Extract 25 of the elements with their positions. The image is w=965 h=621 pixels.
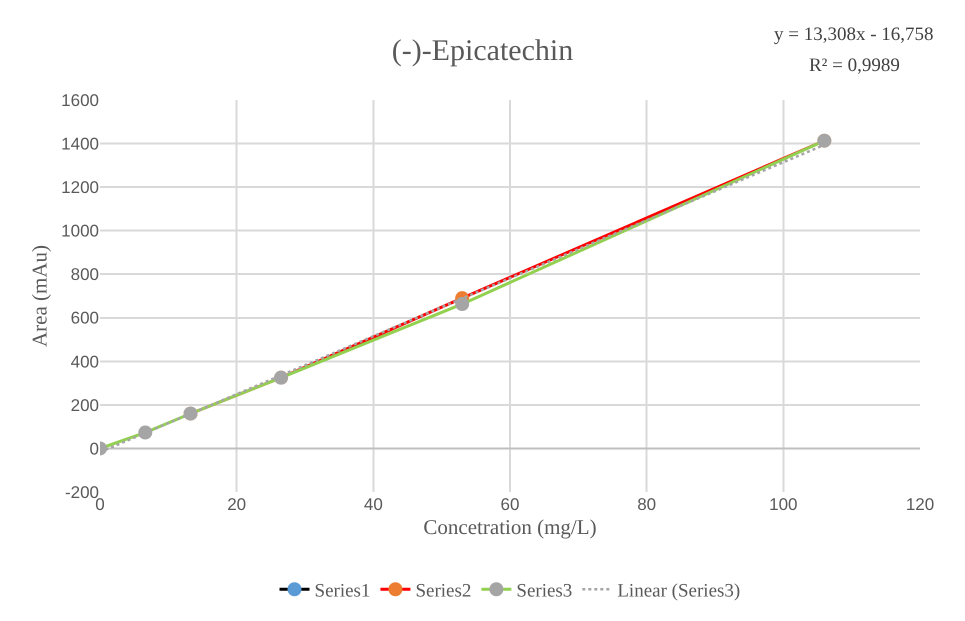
- x-tick-label: 40: [364, 495, 383, 514]
- y-tick-label: 200: [70, 396, 99, 415]
- y-tick-label: 800: [70, 265, 99, 284]
- legend-label: Series2: [415, 580, 472, 602]
- legend-label: Linear (Series3): [617, 580, 740, 602]
- y-tick-label: 400: [70, 352, 99, 372]
- chart-title: (-)-Epicatechin: [392, 34, 574, 68]
- text: y = 13,308x - 16,758: [774, 24, 934, 45]
- x-tick-label: 20: [227, 495, 246, 514]
- y-tick-label: 600: [70, 308, 99, 328]
- legend-label: Series3: [516, 580, 572, 602]
- y-tick-label: 0: [90, 439, 99, 458]
- y-tick-label: 1200: [61, 178, 99, 198]
- y-tick-label: 1000: [61, 222, 99, 241]
- legend-label: Series1: [314, 580, 370, 602]
- x-tick-label: 100: [769, 495, 798, 514]
- x-tick-label: 60: [500, 495, 520, 514]
- y-tick-label: 1600: [61, 90, 99, 110]
- point: [455, 297, 470, 312]
- y-tick-label: 1400: [61, 134, 99, 154]
- text: R² = 0,9989: [809, 55, 900, 76]
- x-axis-title: Concetration (mg/L): [423, 515, 597, 540]
- x-tick-label: 120: [906, 495, 934, 514]
- x-tick-label: 80: [637, 495, 656, 514]
- y-axis-title: Area (mAu): [27, 244, 52, 348]
